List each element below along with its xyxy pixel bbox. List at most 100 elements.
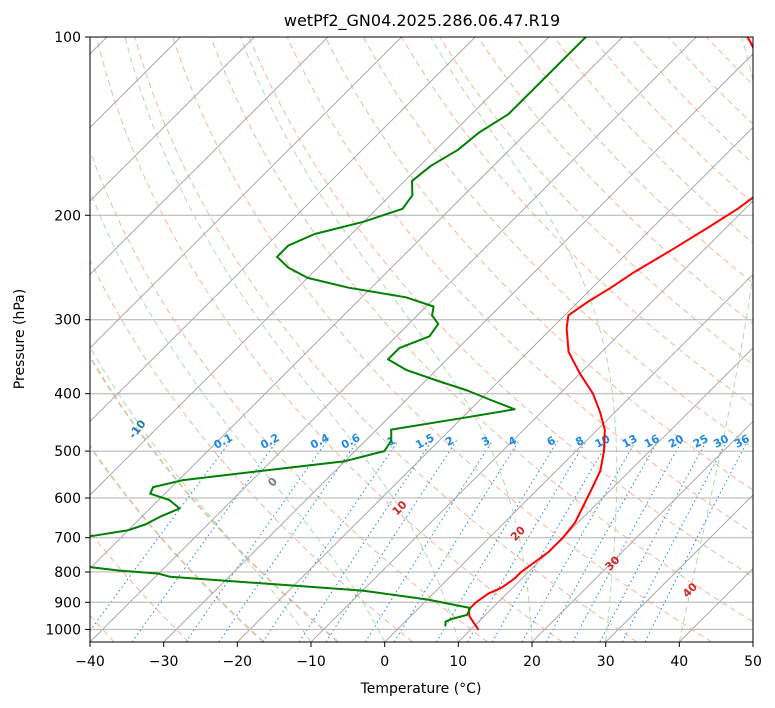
temperature-point xyxy=(609,287,612,289)
mixing-ratio-line xyxy=(364,440,494,642)
dewpoint-point xyxy=(387,358,389,361)
dewpoint-point xyxy=(411,194,414,197)
dewpoint-point xyxy=(405,369,408,371)
dewpoint-point xyxy=(169,576,171,578)
mixing-ratio-label: 20 xyxy=(666,432,686,451)
temperature-point xyxy=(736,208,739,210)
temperature-point xyxy=(567,314,570,317)
dewpoint-point xyxy=(390,428,393,431)
temperature-point xyxy=(590,488,593,491)
x-tick-label: 50 xyxy=(744,654,762,670)
reference-adiabat xyxy=(90,444,265,642)
dewpoint-point xyxy=(313,233,316,235)
dewpoint-point xyxy=(276,255,278,258)
dewpoint-point xyxy=(152,486,154,488)
sounding-series xyxy=(90,37,753,631)
isotherm-line xyxy=(90,37,255,202)
dewpoint-point xyxy=(437,323,440,325)
isotherm-line xyxy=(236,126,753,642)
isotherm-line xyxy=(90,37,550,496)
y-tick-label: 800 xyxy=(54,565,81,581)
dewpoint-point xyxy=(513,408,516,411)
dry-adiabat xyxy=(591,37,753,204)
dewpoint-point xyxy=(457,149,459,151)
temperature-point xyxy=(579,372,581,375)
dewpoint-point xyxy=(92,535,95,537)
temperature-point xyxy=(468,615,471,617)
dewpoint-point xyxy=(527,93,529,96)
chart-title: wetPf2_GN04.2025.286.06.47.R19 xyxy=(284,11,560,31)
dewpoint-point xyxy=(344,460,346,463)
x-tick-label: −40 xyxy=(75,654,105,670)
dewpoint-point xyxy=(383,450,386,452)
isotherm-line xyxy=(90,37,623,570)
dewpoint-point xyxy=(426,598,429,601)
moist-adiabat xyxy=(678,37,753,642)
mixing-ratio-line xyxy=(185,440,328,642)
x-tick-label: 20 xyxy=(523,654,541,670)
dewpoint-point xyxy=(436,379,438,382)
isotherm-line xyxy=(384,273,753,642)
mixing-ratio-line xyxy=(521,440,637,642)
dewpoint-point xyxy=(411,180,413,182)
dry-adiabat xyxy=(134,37,638,642)
temperature-point xyxy=(487,592,490,595)
y-tick-label: 700 xyxy=(54,531,81,547)
x-tick-label: 0 xyxy=(380,654,389,670)
temperature-point xyxy=(586,301,589,303)
isotherm-line xyxy=(90,37,476,423)
mixing-ratio-line xyxy=(393,440,520,642)
mixing-ratio-line xyxy=(131,440,278,642)
dewpoint-point xyxy=(469,607,472,609)
temperature-point xyxy=(604,428,606,431)
dewpoint-point xyxy=(444,620,447,623)
mixing-ratio-label: 30 xyxy=(711,432,731,451)
temperature-point xyxy=(547,551,550,553)
x-tick-label: 40 xyxy=(670,654,688,670)
dewpoint-point xyxy=(444,624,447,627)
dewpoint-point xyxy=(157,572,160,575)
dry-adiabat xyxy=(248,37,753,578)
mixing-ratio-label: 10 xyxy=(593,432,613,451)
moist-adiabat xyxy=(240,37,533,642)
x-axis-label: Temperature (°C) xyxy=(360,681,482,697)
dewpoint-point xyxy=(398,347,401,349)
y-tick-label: 100 xyxy=(54,30,81,46)
dry-adiabat xyxy=(210,37,753,623)
dewpoint-point xyxy=(144,523,146,526)
dewpoint-point xyxy=(466,614,468,616)
mixing-ratio-line xyxy=(621,440,728,642)
mixing-ratio-line xyxy=(298,440,433,642)
dewpoint-point xyxy=(572,48,574,51)
y-tick-label: 200 xyxy=(54,208,81,224)
temperature-point xyxy=(603,450,605,452)
mixing-ratio-line xyxy=(467,440,587,642)
dry-adiabat xyxy=(515,37,753,284)
dewpoint-point xyxy=(460,417,463,420)
dry-adiabat xyxy=(401,37,753,407)
y-tick-label: 600 xyxy=(54,491,81,507)
mixing-ratio-line xyxy=(491,440,610,642)
dewpoint-point xyxy=(348,287,351,289)
mixing-ratio-label: 25 xyxy=(691,432,711,451)
isotherm-line xyxy=(605,494,753,642)
dewpoint-point xyxy=(181,479,183,482)
temperature-point xyxy=(632,272,634,274)
y-tick-label: 300 xyxy=(54,313,81,329)
y-tick-label: 400 xyxy=(54,387,81,403)
dry-adiabat xyxy=(629,37,753,165)
isotherm-line xyxy=(310,200,753,642)
dewpoint-point xyxy=(451,618,453,620)
temperature-point xyxy=(599,470,602,472)
dewpoint-point xyxy=(390,439,393,442)
background-lines xyxy=(90,37,753,642)
temperature-point xyxy=(567,351,570,353)
pressure-gridlines xyxy=(90,37,753,642)
temperature-point xyxy=(477,628,480,631)
dewpoint-point xyxy=(159,515,162,518)
mixing-ratio-label: 13 xyxy=(620,432,640,451)
dry-adiabat xyxy=(96,37,563,642)
mixing-ratio-label: 16 xyxy=(642,432,662,451)
mixing-ratio-line xyxy=(435,440,559,642)
